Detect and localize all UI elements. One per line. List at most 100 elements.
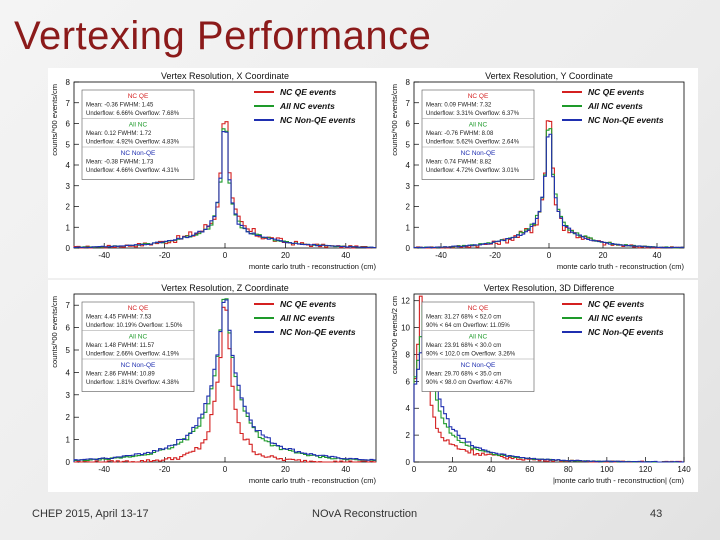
stats-name-all: All NC [469, 122, 488, 129]
legend-label-qe: NC QE events [588, 87, 644, 97]
stats-line: Underflow: 4.72% Overflow: 3.01% [426, 168, 520, 174]
y-tick-label: 1 [66, 436, 71, 445]
stats-line: Mean: -0.36 FWHM: 1.45 [86, 103, 154, 109]
x-tick-label: 20 [599, 251, 608, 260]
chart-title: Vertex Resolution, Z Coordinate [161, 283, 289, 293]
x-axis-label: monte carlo truth - reconstruction (cm) [249, 262, 377, 271]
stats-line: Mean: -0.38 FWHM: 1.73 [86, 160, 154, 166]
legend-label-nonqe: NC Non-QE events [588, 115, 664, 125]
stats-box [421, 89, 535, 180]
chart-title: Vertex Resolution, Y Coordinate [485, 71, 613, 81]
x-tick-label: 20 [281, 465, 290, 474]
y-tick-label: 5 [406, 140, 411, 149]
y-tick-label: 4 [406, 161, 411, 170]
y-tick-label: 1 [406, 223, 411, 232]
stats-box [421, 301, 535, 392]
x-tick-label: -20 [159, 465, 171, 474]
x-axis-label: monte carlo truth - reconstruction (cm) [249, 476, 377, 485]
y-tick-label: 2 [66, 413, 71, 422]
y-tick-label: 7 [66, 99, 71, 108]
x-tick-label: 120 [639, 465, 653, 474]
x-tick-label: 20 [281, 251, 290, 260]
stats-line: Mean: 1.48 FWHM: 11.57 [86, 343, 155, 349]
x-axis-label: |monte carlo truth - reconstruction| (cm… [553, 476, 685, 485]
x-tick-label: 100 [600, 465, 614, 474]
stats-name-qe: NC QE [468, 93, 489, 100]
legend-label-nonqe: NC Non-QE events [280, 115, 356, 125]
stats-line: Underflow: 5.62% Overflow: 2.64% [426, 140, 520, 146]
legend-label-all: All NC events [279, 313, 335, 323]
stats-line: Mean: 0.12 FWHM: 1.72 [86, 131, 152, 137]
stats-line: 90% < 102.0 cm Overflow: 3.26% [426, 352, 516, 358]
stats-line: Underflow: 3.31% Overflow: 6.37% [426, 111, 520, 117]
x-tick-label: 40 [341, 465, 350, 474]
y-tick-label: 6 [66, 324, 71, 333]
chart-z-coordinate: Vertex Resolution, Z Coordinate 0 1 2 3 4 5 6 7 -… [48, 280, 390, 492]
stats-name-qe: NC QE [468, 305, 489, 312]
footer-conference: CHEP 2015, April 13-17 [32, 508, 149, 520]
x-tick-label: -20 [489, 251, 501, 260]
chart-3d-difference: Vertex Resolution, 3D Difference 0 2 4 6 8 10 1… [388, 280, 698, 492]
stats-line: Mean: -0.76 FWHM: 8.08 [426, 131, 494, 137]
x-tick-label: 0 [223, 251, 228, 260]
stats-line: 90% < 64 cm Overflow: 11.05% [426, 323, 510, 329]
stats-line: 90% < 98.0 cm Overflow: 4.67% [426, 380, 513, 386]
histogram-nonqe [413, 133, 684, 249]
footer-page-number: 43 [650, 508, 663, 520]
chart-y-coordinate: Vertex Resolution, Y Coordinate 0 1 2 3 4 5 6 7 8… [388, 68, 698, 278]
y-tick-label: 6 [406, 377, 411, 386]
stats-line: Mean: 0.09 FWHM: 7.32 [426, 103, 492, 109]
y-tick-label: 2 [66, 203, 71, 212]
chart-x-svg: Vertex Resolution, X Coordinate 0 1 2 3 4 5 6 7 8… [50, 71, 377, 271]
stats-name-qe: NC QE [128, 305, 149, 312]
footer-topic: NOvA Reconstruction [312, 508, 418, 520]
stats-name-nonqe: NC Non-QE [461, 150, 496, 157]
x-tick-label: 40 [341, 251, 350, 260]
y-tick-label: 3 [406, 182, 411, 191]
y-tick-label: 5 [66, 140, 71, 149]
x-axis-label: monte carlo truth - reconstruction (cm) [557, 262, 685, 271]
x-tick-label: 80 [564, 465, 573, 474]
stats-name-nonqe: NC Non-QE [121, 362, 156, 369]
x-tick-label: 40 [487, 465, 496, 474]
x-tick-label: -40 [98, 465, 110, 474]
y-tick-label: 3 [66, 182, 71, 191]
y-tick-label: 4 [66, 368, 71, 377]
legend-label-qe: NC QE events [280, 87, 336, 97]
y-tick-label: 7 [66, 301, 71, 310]
y-tick-label: 8 [406, 350, 411, 359]
stats-line: Underflow: 6.66% Overflow: 7.68% [86, 111, 180, 117]
y-tick-label: 8 [406, 78, 411, 87]
chart-title: Vertex Resolution, X Coordinate [161, 71, 289, 81]
histogram-nonqe [413, 316, 684, 463]
y-tick-label: 8 [66, 78, 71, 87]
stats-name-all: All NC [469, 334, 488, 341]
x-tick-label: 0 [223, 465, 228, 474]
stats-line: Mean: 2.86 FWHM: 10.89 [86, 372, 155, 378]
y-tick-label: 2 [406, 431, 411, 440]
y-axis-label: counts/*00 events/cm [50, 84, 59, 156]
chart-z-svg: Vertex Resolution, Z Coordinate 0 1 2 3 4 5 6 7 -… [50, 283, 377, 485]
stats-line: Underflow: 1.81% Overflow: 4.38% [86, 380, 180, 386]
x-tick-label: -20 [159, 251, 171, 260]
y-tick-label: 1 [66, 223, 71, 232]
x-tick-label: 0 [412, 465, 417, 474]
y-axis-label: counts/*00 events/2 cm [390, 296, 399, 374]
y-tick-label: 0 [406, 244, 411, 253]
slide-title: Vertexing Performance [14, 14, 432, 58]
stats-line: Underflow: 4.92% Overflow: 4.83% [86, 140, 180, 146]
y-tick-label: 4 [66, 161, 71, 170]
histogram-qe [414, 120, 684, 249]
histogram-nonqe [73, 299, 376, 462]
stats-line: Mean: 4.45 FWHM: 7.53 [86, 315, 152, 321]
x-tick-label: 0 [547, 251, 552, 260]
legend-label-qe: NC QE events [588, 299, 644, 309]
chart-title: Vertex Resolution, 3D Difference [484, 283, 614, 293]
x-tick-label: 140 [677, 465, 691, 474]
y-tick-label: 0 [66, 458, 71, 467]
y-tick-label: 5 [66, 346, 71, 355]
y-axis-label: counts/*00 events/cm [50, 296, 59, 368]
stats-line: Mean: 31.27 68% < 52.0 cm [426, 315, 501, 321]
legend-label-all: All NC events [587, 101, 643, 111]
stats-line: Underflow: 2.66% Overflow: 4.19% [86, 352, 180, 358]
